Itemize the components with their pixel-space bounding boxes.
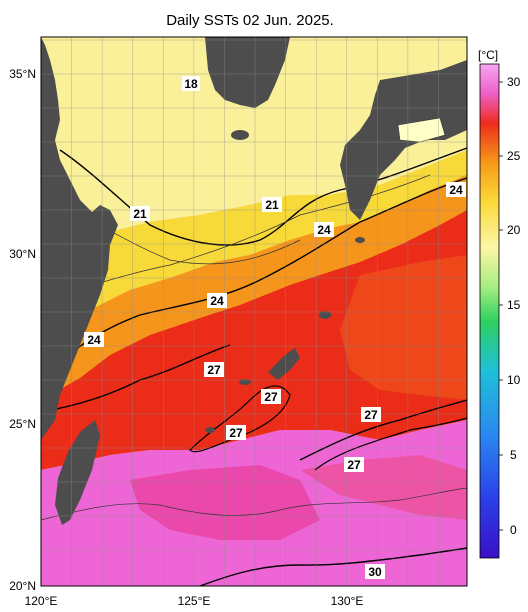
lon-tick-label: 120°E [25,594,58,608]
contour-label: 24 [207,293,227,308]
contour-label: 21 [262,197,282,212]
contour-label: 24 [314,222,334,237]
svg-text:27: 27 [207,363,221,377]
contour-label: 21 [130,206,150,221]
contour-labels: 18 21 21 24 24 24 24 27 27 27 27 27 30 [84,76,466,579]
svg-text:27: 27 [364,408,378,422]
contour-30 [199,547,467,586]
contour-label: 18 [182,76,200,91]
ryukyu-island-1 [239,379,251,385]
lon-axis: 120°E 125°E 130°E [25,594,364,608]
colorbar-tick-label: 20 [507,223,521,237]
map-frame [40,36,468,587]
ryukyu-island-2 [205,427,215,433]
tropical-core-region [130,465,320,540]
jeju-island [231,130,249,140]
okinawa [268,348,300,380]
contour-thin-3 [41,487,467,521]
lat-tick-label: 35°N [9,67,36,81]
svg-text:24: 24 [210,294,224,308]
colorbar-scale [479,63,500,559]
svg-text:30: 30 [368,565,382,579]
colorbar-tick-label: 0 [510,523,517,537]
lat-tick-label: 25°N [9,417,36,431]
lon-tick-label: 130°E [331,594,364,608]
colorbar: [°C] 30 25 20 15 10 5 0 [478,48,521,559]
contour-27-east [314,417,467,471]
lat-axis: 35°N 30°N 25°N 20°N [9,67,36,593]
svg-text:21: 21 [133,207,147,221]
land [41,37,467,525]
colorbar-tick-label: 10 [507,373,521,387]
contour-label: 27 [344,457,364,472]
hot-pocket-region [300,455,467,520]
ryukyu-island-3 [319,311,331,319]
contour-label: 24 [446,182,466,197]
lat-tick-label: 30°N [9,247,36,261]
cool-water-region [41,37,467,262]
colorbar-tick-label: 15 [507,298,521,312]
map-title: Daily SSTs 02 Jun. 2025. [166,12,334,29]
contour-label: 27 [361,407,381,422]
svg-text:21: 21 [265,198,279,212]
taiwan [55,420,100,525]
svg-text:27: 27 [347,458,361,472]
lon-tick-label: 125°E [178,594,211,608]
lat-tick-label: 20°N [9,579,36,593]
contour-label: 27 [226,425,246,440]
svg-text:18: 18 [184,77,198,91]
contour-label: 27 [261,389,281,404]
svg-text:27: 27 [229,426,243,440]
sst-field [41,37,467,586]
graticule [41,37,467,586]
contour-27-loop [189,385,291,453]
zhoushan-islands [42,204,54,220]
china-coast [41,37,118,440]
colorbar-unit: [°C] [478,48,498,62]
contour-label: 30 [365,564,385,579]
ryukyu-island-4 [355,237,365,243]
shikoku [397,117,446,143]
warm-water-region [41,175,467,400]
colorbar-tick-label: 25 [507,149,521,163]
svg-text:27: 27 [264,390,278,404]
svg-text:24: 24 [317,223,331,237]
svg-text:24: 24 [449,183,463,197]
contour-24 [41,177,467,381]
contour-label: 24 [84,332,104,347]
korea [205,37,290,108]
warm-east-region [340,255,467,400]
contour-21 [59,147,467,246]
svg-text:24: 24 [87,333,101,347]
contour-label: 27 [204,362,224,377]
colorbar-tick-label: 30 [507,75,521,89]
colorbar-tick-label: 5 [510,448,517,462]
